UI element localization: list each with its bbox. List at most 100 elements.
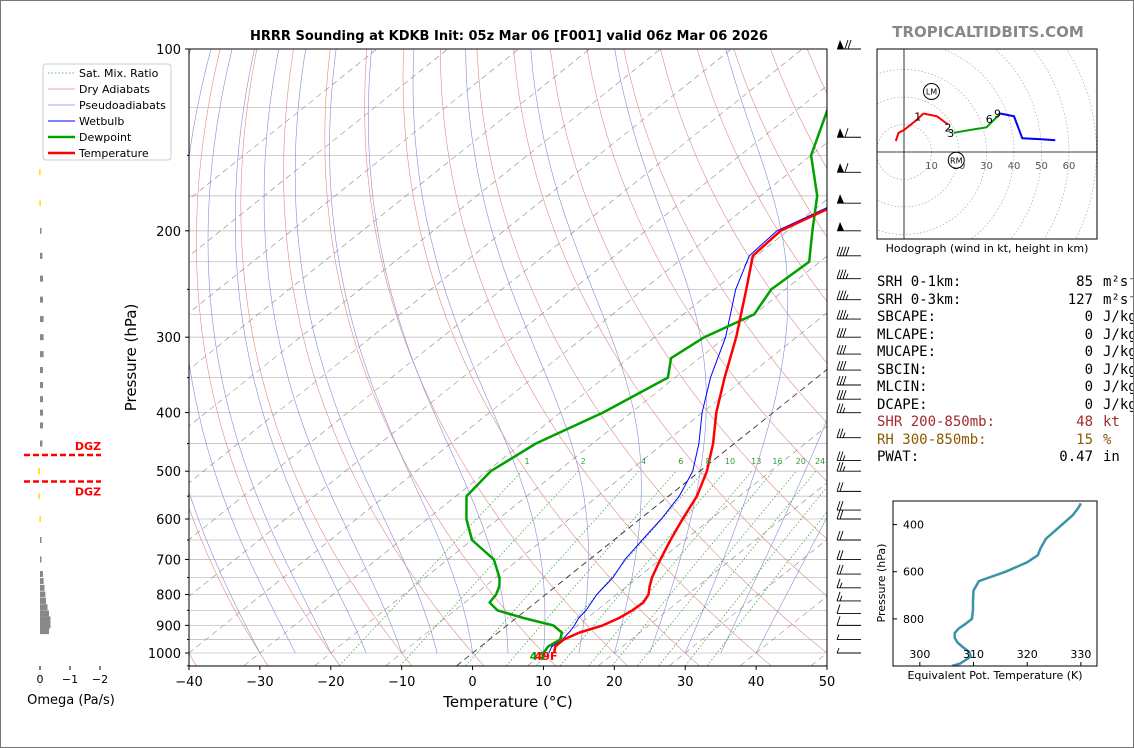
- dry-adiabat: [660, 49, 827, 364]
- omega-bar: [39, 169, 41, 176]
- hodograph-segment: [923, 112, 949, 126]
- dewpoint-line: [465, 107, 827, 654]
- hodograph-ring-label: 40: [1008, 161, 1021, 172]
- moist-adiabat: [294, 49, 438, 654]
- moist-adiabat: [367, 49, 509, 653]
- index-unit: J/kg: [1103, 396, 1134, 413]
- mixing-ratio-line: [685, 486, 827, 666]
- isotherm: [598, 482, 827, 666]
- index-row: DCAPE: 0 J/kg: [877, 396, 1134, 415]
- isotherm: [189, 49, 661, 427]
- index-unit: J/kg: [1103, 344, 1134, 360]
- index-value: 85: [1076, 274, 1093, 290]
- index-row: SBCAPE: 0 J/kg: [877, 309, 1134, 327]
- omega-bar: [40, 571, 43, 578]
- hodograph-height-label: 3: [947, 127, 954, 140]
- mixing-ratio-label: 24: [815, 457, 825, 466]
- index-row: MLCAPE: 0 J/kg: [877, 326, 1134, 345]
- index-value: 0: [1084, 326, 1093, 343]
- x-axis-label: Temperature (°C): [442, 693, 572, 711]
- moist-adiabat: [235, 49, 367, 654]
- dry-adiabat: [440, 49, 772, 666]
- index-label: SRH 0-3km:: [877, 291, 962, 308]
- x-tick-label: 40: [748, 675, 765, 690]
- ept-y-axis-label: Pressure (hPa): [875, 544, 888, 623]
- dgz-label: DGZ: [75, 485, 101, 498]
- isotherm: [243, 198, 827, 666]
- hodograph-height-label: 2: [945, 121, 952, 134]
- mixing-ratio-line: [588, 470, 752, 666]
- index-value: 0: [1084, 396, 1093, 413]
- index-value: 0: [1084, 379, 1093, 395]
- x-tick-label: −20: [317, 675, 344, 690]
- omega-bar: [40, 396, 43, 403]
- wind-barb: [836, 462, 861, 472]
- dry-adiabat: [623, 49, 827, 424]
- wind-barb: [836, 482, 861, 492]
- hodograph-height-label: 9: [994, 108, 1001, 121]
- hodograph-segment: [994, 112, 1002, 120]
- storm-motion-label: RM: [950, 156, 963, 165]
- isotherm: [189, 49, 732, 484]
- skewt-frame: [188, 48, 828, 667]
- wind-barb: [836, 578, 861, 589]
- index-value: 48: [1076, 414, 1093, 430]
- omega-bar: [40, 628, 49, 635]
- moist-adiabat: [720, 419, 827, 654]
- skewt-axes: −40 −30 −20 −10 0 10 20 30 40 50 100 200 300 400 500 60…: [122, 43, 835, 711]
- storm-motion-marker: [947, 151, 965, 169]
- moist-adiabat: [207, 49, 332, 654]
- hodograph-segment: [953, 118, 996, 134]
- mixing-ratio-label: 2: [581, 457, 586, 466]
- index-row: PWAT: 0.47 in: [877, 449, 1133, 467]
- omega-panel: DGZ DGZ 0 −1 −2 Omega (Pa/s): [24, 169, 115, 708]
- isotherm: [189, 142, 827, 654]
- mixing-ratio-line: [465, 470, 639, 666]
- y-tick-label: 200: [156, 225, 181, 240]
- temperature-line: [552, 207, 827, 654]
- omega-tick-label: −2: [92, 673, 108, 686]
- omega-bar: [40, 422, 43, 429]
- wind-barb: [836, 403, 861, 414]
- hodograph-caption: Hodograph (wind in kt, height in km): [886, 242, 1089, 255]
- omega-bar: [38, 468, 40, 475]
- hodograph-frame: [876, 48, 1098, 240]
- omega-bar: [39, 200, 41, 207]
- isotherm: [189, 85, 827, 597]
- omega-bar: [40, 604, 48, 611]
- y-tick-label: 800: [156, 588, 181, 603]
- dry-adiabat: [364, 49, 628, 666]
- mixing-ratio-label: 20: [796, 457, 806, 466]
- index-unit: J/kg: [1103, 309, 1134, 325]
- y-tick-label: 300: [156, 331, 181, 346]
- index-label: SRH 0-1km:: [877, 274, 962, 290]
- x-tick-label: −30: [246, 675, 273, 690]
- index-unit: J/kg: [1103, 326, 1134, 343]
- wind-barb: [837, 194, 861, 204]
- ept-x-tick-label: 300: [909, 648, 930, 661]
- index-unit: %: [1103, 431, 1112, 448]
- omega-bar: [40, 382, 43, 389]
- wind-barb: [836, 550, 861, 560]
- x-tick-label: 50: [819, 675, 836, 690]
- y-tick-label: 400: [156, 407, 181, 422]
- surface-temperature-label: 49F: [535, 650, 558, 663]
- wind-barb: [836, 328, 861, 338]
- mixing-ratio-line: [559, 470, 726, 666]
- chart-legend: Sat. Mix. Ratio Dry Adiabats Pseudoadiabat…: [42, 63, 172, 161]
- mixing-ratio-line: [506, 470, 677, 666]
- index-row: SHR 200-850mb: 48 kt: [877, 414, 1133, 432]
- brand-watermark: TROPICALTIDBITS.COM: [892, 23, 1084, 41]
- omega-bar: [40, 556, 42, 563]
- y-tick-label: 500: [156, 465, 181, 480]
- ept-x-tick-label: 320: [1017, 648, 1038, 661]
- index-unit: kt: [1103, 414, 1120, 430]
- omega-bar: [40, 409, 43, 416]
- index-label: MLCIN:: [877, 379, 928, 395]
- mixing-ratio-label: 10: [725, 457, 735, 466]
- dry-adiabat: [324, 49, 556, 666]
- wind-barb: [836, 591, 861, 602]
- hodograph-segment: [1000, 112, 1056, 142]
